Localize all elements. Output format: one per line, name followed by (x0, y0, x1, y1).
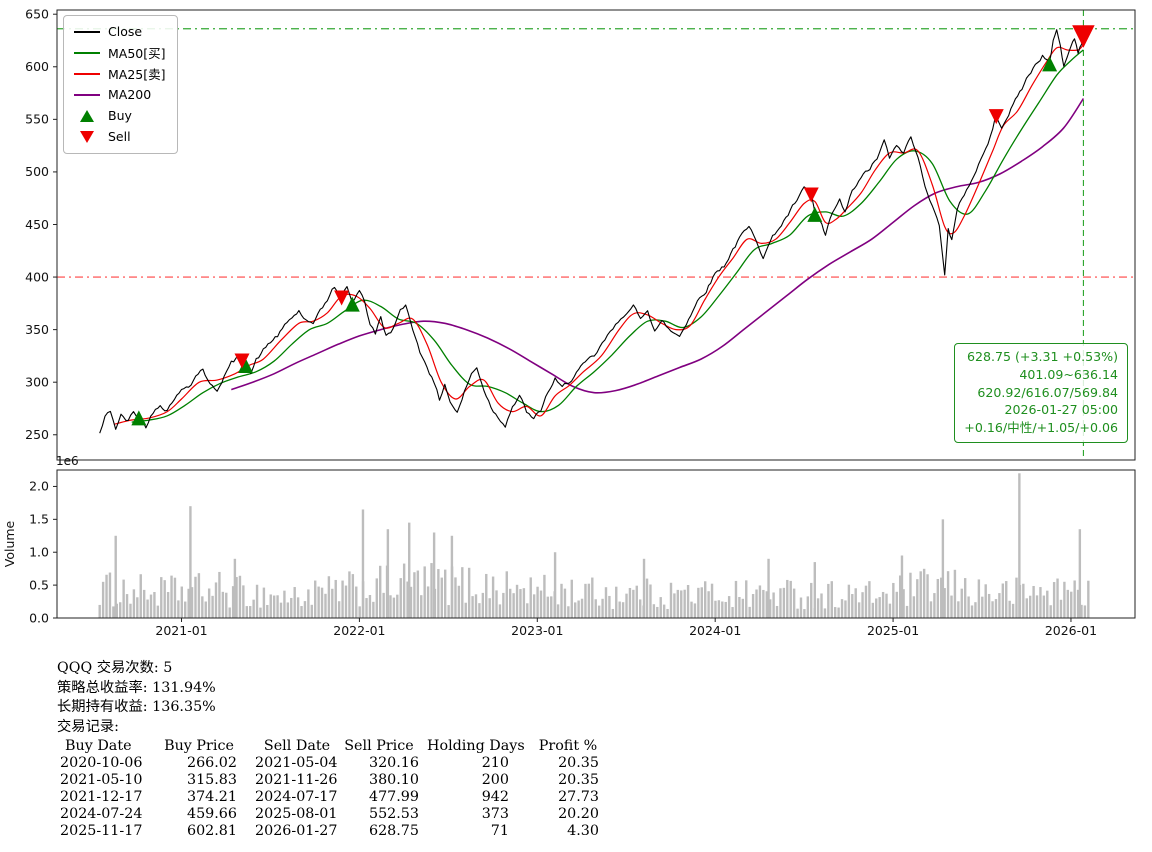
quote-annotation-box: 628.75 (+3.31 +0.53%) 401.09~636.14 620.… (954, 343, 1128, 443)
trade-cell: 2024-07-17 (255, 789, 338, 805)
sell-marker-icon (73, 130, 100, 143)
summary-trades-label: 交易记录: (57, 718, 120, 735)
trade-cell: 2021-11-26 (255, 772, 338, 788)
svg-text:2.0: 2.0 (29, 479, 49, 494)
close-line-icon (73, 30, 100, 33)
svg-text:2023-01: 2023-01 (511, 623, 563, 638)
annotation-line-mas: 620.92/616.07/569.84 (977, 384, 1118, 400)
svg-text:1.5: 1.5 (29, 512, 49, 527)
svg-text:Volume: Volume (2, 520, 17, 567)
annotation-line-signal: +0.16/中性/+1.05/+0.06 (964, 420, 1118, 436)
svg-text:250: 250 (25, 427, 49, 442)
trade-cell: 2021-05-10 (60, 772, 143, 788)
trade-cell: 27.73 (558, 789, 599, 805)
trade-table-header: Buy Date Buy Price Sell Date Sell Price Hold… (57, 738, 603, 755)
trade-col-header: Sell Price (344, 738, 414, 754)
svg-text:2022-01: 2022-01 (333, 623, 385, 638)
trade-cell: 20.20 (558, 806, 599, 822)
trade-cell: 477.99 (368, 789, 419, 805)
annotation-line-range: 401.09~636.14 (1019, 366, 1118, 382)
chart-legend: Close MA50[买] MA25[卖] MA200 Buy Sell (63, 15, 178, 154)
trade-table-row: 2021-12-17 374.21 2024-07-17 477.99 942 27.73 (57, 789, 603, 806)
ma200-line-icon (73, 93, 100, 96)
svg-text:1.0: 1.0 (29, 545, 49, 560)
trade-cell: 2025-11-17 (60, 823, 143, 839)
trade-cell: 210 (481, 755, 509, 771)
trade-cell: 20.35 (558, 772, 599, 788)
trade-col-header: Profit % (538, 738, 598, 754)
trade-col-header: Buy Price (164, 738, 234, 754)
trade-cell: 380.10 (368, 772, 419, 788)
trade-cell: 602.81 (186, 823, 237, 839)
strategy-summary: QQQ 交易次数: 5 策略总收益率: 131.94% 长期持有收益: 136.… (57, 659, 603, 840)
svg-text:2026-01: 2026-01 (1045, 623, 1097, 638)
trade-cell: 628.75 (368, 823, 419, 839)
svg-text:300: 300 (25, 374, 49, 389)
summary-strategy-return: 策略总收益率: 131.94% (57, 679, 216, 696)
buy-marker-icon (73, 109, 100, 122)
ma50-line-icon (73, 51, 100, 54)
trade-col-header: Buy Date (65, 738, 132, 754)
legend-item: Sell (73, 127, 166, 146)
svg-text:2025-01: 2025-01 (867, 623, 919, 638)
trade-cell: 552.53 (368, 806, 419, 822)
trade-cell: 266.02 (186, 755, 237, 771)
trade-table-row: 2025-11-17 602.81 2026-01-27 628.75 71 4.30 (57, 823, 603, 840)
trade-col-header: Sell Date (263, 738, 331, 754)
annotation-line-price: 628.75 (+3.31 +0.53%) (966, 349, 1118, 364)
trade-cell: 2026-01-27 (255, 823, 338, 839)
trade-col-header: Holding Days (427, 738, 525, 754)
legend-item: MA50[买] (73, 43, 166, 62)
trade-cell: 373 (481, 806, 509, 822)
svg-text:350: 350 (25, 322, 49, 337)
trade-cell: 20.35 (558, 755, 599, 771)
svg-text:600: 600 (25, 59, 49, 74)
trade-table-row: 2021-05-10 315.83 2021-11-26 380.10 200 20.35 (57, 772, 603, 789)
svg-text:0.5: 0.5 (29, 577, 49, 592)
trade-cell: 71 (490, 823, 509, 839)
trade-cell: 200 (481, 772, 509, 788)
trade-table-row: 2020-10-06 266.02 2021-05-04 320.16 210 20.35 (57, 755, 603, 772)
svg-text:0.0: 0.0 (29, 610, 49, 625)
svg-text:2024-01: 2024-01 (689, 623, 741, 638)
summary-trade-count: QQQ 交易次数: 5 (57, 660, 173, 676)
trade-cell: 459.66 (186, 806, 237, 822)
summary-buyhold-return: 长期持有收益: 136.35% (57, 699, 216, 715)
trade-cell: 374.21 (186, 789, 237, 805)
trade-cell: 315.83 (186, 772, 237, 788)
trade-cell: 4.30 (567, 823, 599, 839)
svg-text:400: 400 (25, 269, 49, 284)
trade-cell: 2021-05-04 (255, 755, 338, 771)
legend-item: MA25[卖] (73, 64, 166, 83)
legend-item: Buy (73, 106, 166, 125)
trade-cell: 942 (481, 789, 509, 805)
svg-text:450: 450 (25, 217, 49, 232)
annotation-line-date: 2026-01-27 05:00 (1004, 402, 1119, 418)
trade-table: Buy Date Buy Price Sell Date Sell Price Hold… (57, 738, 603, 840)
svg-text:1e6: 1e6 (56, 454, 79, 468)
trade-table-row: 2024-07-24 459.66 2025-08-01 552.53 373 20.20 (57, 806, 603, 823)
ma25-line-icon (73, 72, 100, 75)
svg-text:650: 650 (25, 7, 49, 22)
trade-cell: 2025-08-01 (255, 806, 338, 822)
svg-text:550: 550 (25, 112, 49, 127)
trade-cell: 2020-10-06 (60, 755, 143, 771)
price-volume-chart: 250 300 350 400 450 500 550 600 650 0.0 0.5 1.0 1.5 2… (2, 7, 1136, 638)
legend-item: Close (73, 22, 166, 41)
legend-item: MA200 (73, 85, 166, 104)
svg-text:500: 500 (25, 164, 49, 179)
trade-cell: 2024-07-24 (60, 806, 143, 822)
trade-cell: 320.16 (368, 755, 419, 771)
svg-text:2021-01: 2021-01 (155, 623, 207, 638)
trade-cell: 2021-12-17 (60, 789, 143, 805)
